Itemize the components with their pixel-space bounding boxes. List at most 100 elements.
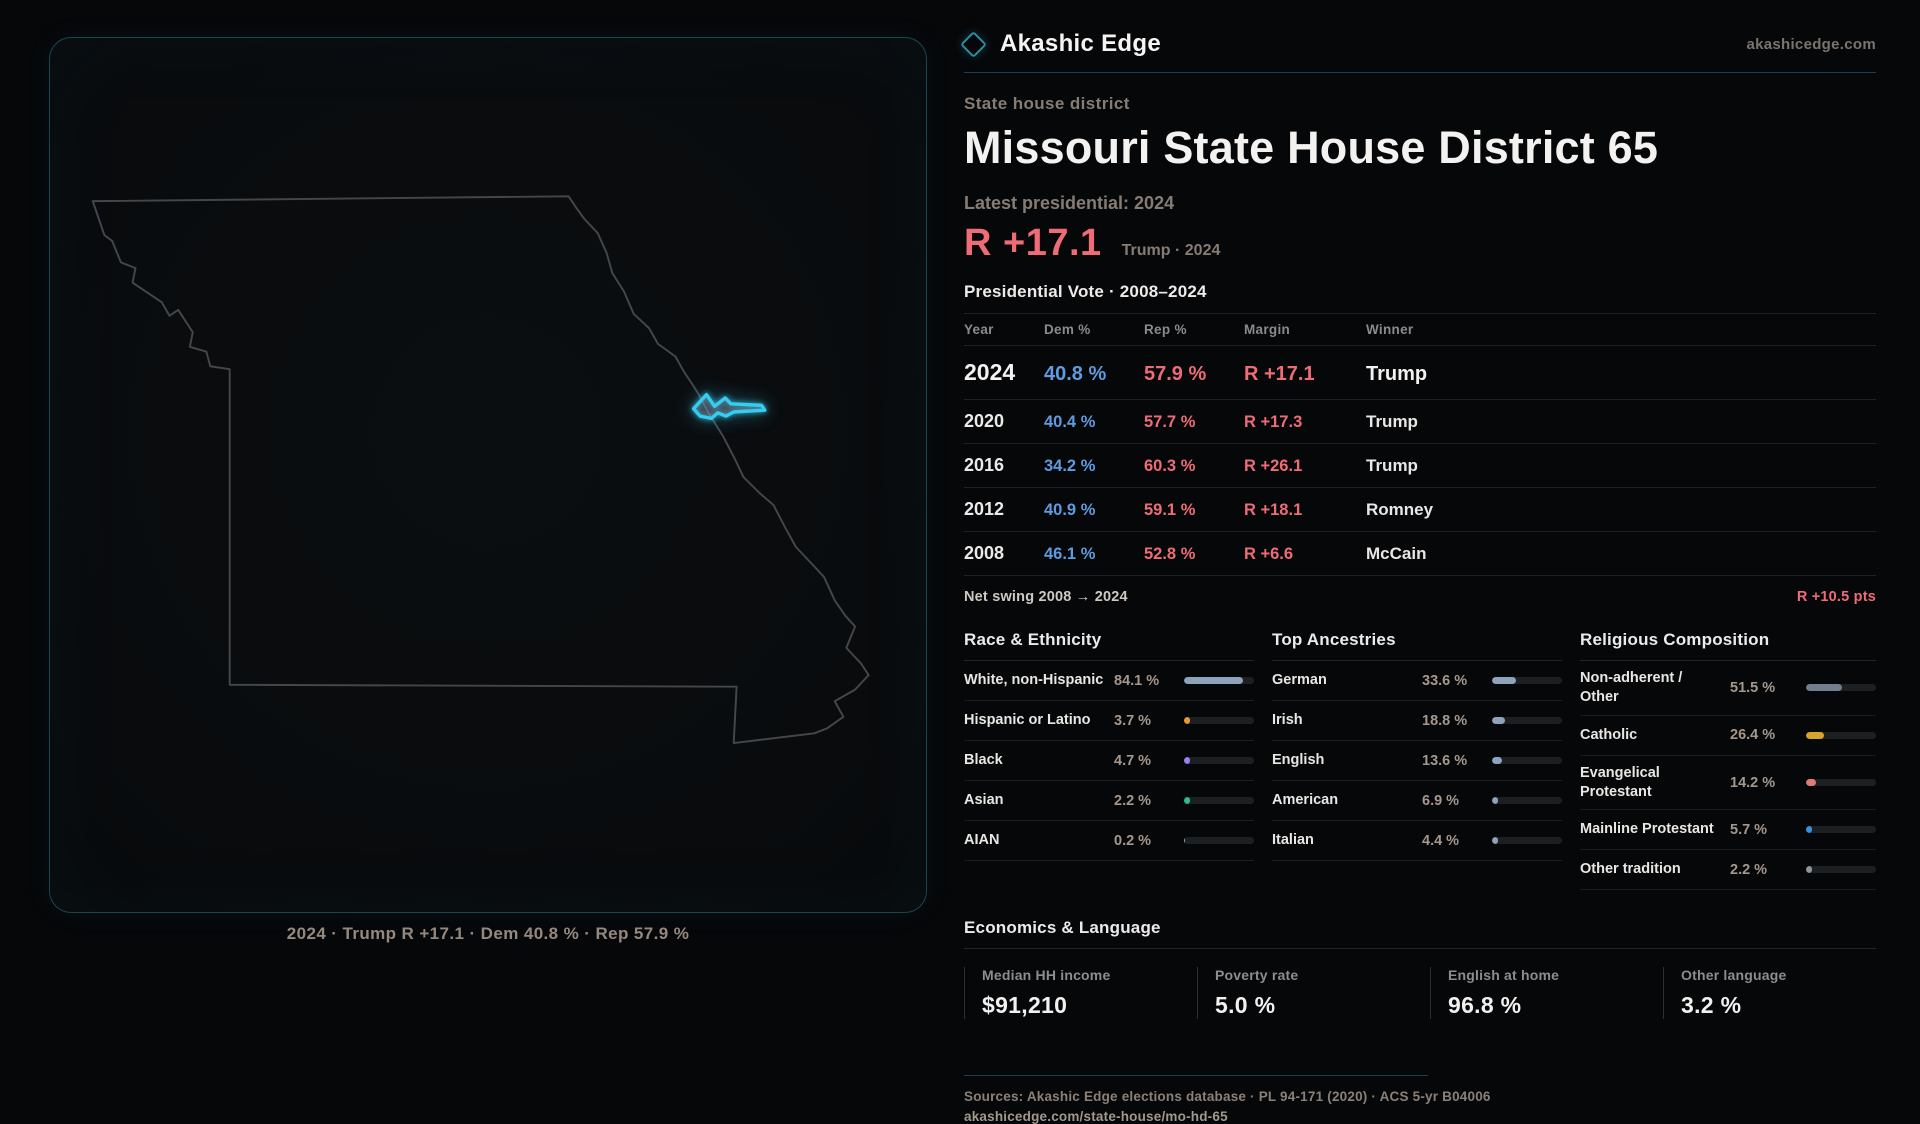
net-swing-row: Net swing 2008 → 2024 R +10.5 pts: [964, 589, 1876, 605]
stat-label: Other language: [1681, 967, 1787, 984]
stat-value: $91,210: [982, 992, 1068, 1019]
stat-value: 13.6 %: [1422, 752, 1468, 769]
cell-winner: Trump: [1366, 412, 1418, 431]
section-title: Top Ancestries: [1272, 630, 1562, 661]
stat-row: Other tradition 2.2 %: [1580, 850, 1876, 891]
stat-value: 5.7 %: [1730, 821, 1768, 838]
stat-bar: [1184, 837, 1254, 844]
stat-card: Other language 3.2 %: [1663, 967, 1896, 1020]
race-ethnicity-column: Race & Ethnicity White, non-Hispanic 84.…: [964, 630, 1254, 890]
table-row: 2008 46.1 % 52.8 % R +6.6 McCain: [964, 532, 1876, 576]
missouri-map: [91, 195, 870, 744]
cell-winner: Romney: [1366, 500, 1434, 519]
stat-label: Italian: [1272, 832, 1314, 849]
col-margin: Margin: [1244, 322, 1291, 337]
stat-value: 96.8 %: [1448, 992, 1522, 1019]
stat-value: 2.2 %: [1730, 861, 1768, 878]
stat-bar: [1806, 826, 1876, 834]
page-kicker: State house district: [964, 94, 1130, 113]
headline-margin: R +17.1: [964, 222, 1102, 264]
diamond-logo-icon: [960, 30, 987, 58]
stat-value: 4.7 %: [1114, 752, 1152, 769]
religion-column: Religious Composition Non-adherent / Oth…: [1580, 630, 1876, 891]
stat-label: Median HH income: [982, 967, 1111, 984]
stat-label: White, non-Hispanic: [964, 672, 1104, 689]
table-row: 2024 40.8 % 57.9 % R +17.1 Trump: [964, 346, 1876, 400]
economics-section: Economics & Language Median HH income $9…: [964, 918, 1876, 1020]
stat-value: 0.2 %: [1114, 832, 1152, 849]
stat-bar: [1184, 797, 1254, 804]
stat-value: 6.9 %: [1422, 792, 1460, 809]
permalink[interactable]: akashicedge.com/state-house/mo-hd-65: [964, 1109, 1228, 1124]
vote-table-title: Presidential Vote · 2008–2024: [964, 282, 1207, 301]
stat-row: American 6.9 %: [1272, 781, 1562, 821]
district-map-panel: [49, 37, 927, 913]
cell-dem: 40.4 %: [1044, 413, 1096, 431]
stat-value: 5.0 %: [1215, 992, 1276, 1019]
stat-row: Asian 2.2 %: [964, 781, 1254, 821]
footer-divider: [964, 1075, 1428, 1077]
cell-dem: 40.9 %: [1044, 501, 1096, 519]
cell-rep: 57.9 %: [1144, 363, 1207, 385]
stat-value: 3.7 %: [1114, 712, 1152, 729]
cell-rep: 59.1 %: [1144, 501, 1196, 519]
stat-row: Italian 4.4 %: [1272, 821, 1562, 861]
stat-bar: [1184, 757, 1254, 764]
brand-domain-link[interactable]: akashicedge.com: [1746, 35, 1876, 53]
stat-value: 3.2 %: [1681, 992, 1742, 1019]
stat-row: Mainline Protestant 5.7 %: [1580, 810, 1876, 851]
stat-value: 26.4 %: [1730, 727, 1776, 744]
cell-year: 2024: [964, 359, 1016, 385]
table-row: 2020 40.4 % 57.7 % R +17.3 Trump: [964, 400, 1876, 444]
ancestries-column: Top Ancestries German 33.6 % Irish 18.8 …: [1272, 630, 1562, 890]
demographics-section: Race & Ethnicity White, non-Hispanic 84.…: [964, 630, 1876, 891]
cell-year: 2008: [964, 543, 1005, 563]
missouri-state-outline: [91, 195, 870, 744]
stat-label: Mainline Protestant: [1580, 821, 1714, 838]
stat-label: German: [1272, 672, 1327, 689]
sources-text: Sources: Akashic Edge elections database…: [964, 1089, 1491, 1105]
table-row: 2016 34.2 % 60.3 % R +26.1 Trump: [964, 444, 1876, 488]
map-caption: 2024 · Trump R +17.1 · Dem 40.8 % · Rep …: [286, 924, 690, 943]
cell-year: 2012: [964, 499, 1005, 519]
cell-dem: 40.8 %: [1044, 363, 1107, 385]
cell-margin: R +18.1: [1244, 501, 1303, 519]
district-shape[interactable]: [691, 392, 767, 421]
latest-presidential-label: Latest presidential: 2024: [964, 193, 1175, 213]
stat-label: Non-adherent / Other: [1580, 670, 1683, 705]
cell-year: 2020: [964, 411, 1005, 431]
stat-bar: [1806, 684, 1876, 692]
stat-bar: [1492, 677, 1562, 684]
stat-bar: [1492, 717, 1562, 724]
stat-bar: [1806, 731, 1876, 739]
stat-bar: [1184, 677, 1254, 684]
stat-value: 18.8 %: [1422, 712, 1468, 729]
net-swing-label: Net swing 2008 → 2024: [964, 589, 1128, 605]
stat-value: 84.1 %: [1114, 672, 1160, 689]
stat-row: Hispanic or Latino 3.7 %: [964, 701, 1254, 741]
col-rep: Rep %: [1144, 322, 1187, 337]
presidential-vote-table: Year Dem % Rep % Margin Winner 2024 40.8…: [964, 313, 1876, 576]
col-dem: Dem %: [1044, 322, 1091, 337]
stat-bar: [1184, 717, 1254, 724]
stat-value: 2.2 %: [1114, 792, 1152, 809]
table-row: 2012 40.9 % 59.1 % R +18.1 Romney: [964, 488, 1876, 532]
stat-label: Evangelical Protestant: [1580, 764, 1660, 800]
stat-value: 14.2 %: [1730, 774, 1776, 791]
stat-label: Irish: [1272, 712, 1303, 729]
cell-margin: R +26.1: [1244, 457, 1303, 475]
stat-label: Hispanic or Latino: [964, 712, 1091, 729]
stat-label: Catholic: [1580, 726, 1638, 743]
stat-label: AIAN: [964, 832, 1000, 849]
stat-label: Poverty rate: [1215, 967, 1299, 984]
stat-label: English at home: [1448, 967, 1560, 984]
headline-margin-row: R +17.1 Trump · 2024: [964, 222, 1876, 265]
table-header-row: Year Dem % Rep % Margin Winner: [964, 314, 1876, 346]
cell-year: 2016: [964, 455, 1005, 475]
section-title: Race & Ethnicity: [964, 630, 1254, 661]
stat-bar: [1492, 837, 1562, 844]
stat-bar: [1492, 757, 1562, 764]
col-winner: Winner: [1366, 322, 1414, 337]
brand-name: Akashic Edge: [1000, 30, 1161, 57]
stat-row: English 13.6 %: [1272, 741, 1562, 781]
